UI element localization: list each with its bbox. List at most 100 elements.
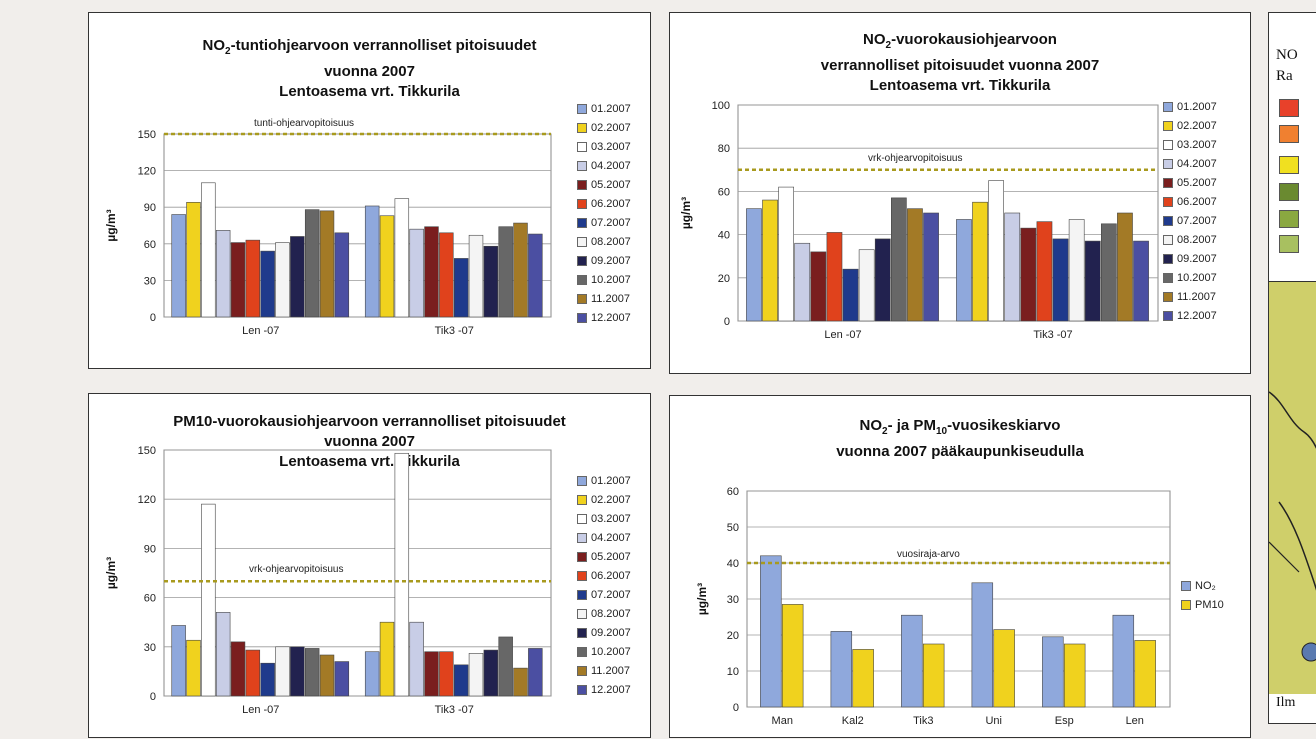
legend-label: 12.2007	[1177, 309, 1217, 322]
x-category-label: Len -07	[242, 704, 279, 716]
y-tick-label: 40	[727, 558, 739, 570]
legend-swatch	[577, 627, 587, 638]
legend-item: 04.2007	[1163, 154, 1217, 173]
bar	[483, 649, 499, 697]
legend-item: 11.2007	[577, 289, 631, 308]
legend-swatch	[577, 684, 587, 695]
map-lines	[1269, 391, 1316, 662]
bar	[394, 198, 410, 318]
bar	[379, 621, 395, 697]
bar	[858, 249, 875, 322]
title-line-3: Lentoasema vrt. Tikkurila	[869, 77, 1051, 94]
legend-swatch	[577, 494, 587, 505]
legend-label: 08.2007	[591, 235, 631, 248]
legend-item: 06.2007	[577, 566, 631, 585]
chart-title: NO2-tuntiohjearvoon verrannolliset pitoi…	[89, 36, 650, 102]
title-line-2: vuonna 2007	[324, 63, 415, 80]
bar	[275, 242, 290, 318]
bar	[334, 661, 350, 697]
y-tick-label: 50	[727, 522, 739, 534]
bar	[498, 226, 513, 318]
legend-label: 12.2007	[591, 683, 631, 696]
legend-label: 06.2007	[591, 197, 631, 210]
bar	[453, 664, 469, 697]
bar	[186, 639, 201, 697]
bar	[260, 662, 275, 697]
title-text: -vuosikeskiarvo	[947, 417, 1061, 434]
bar	[528, 233, 543, 318]
legend-swatch	[1181, 580, 1191, 591]
map-title-fragment: NO	[1276, 47, 1298, 63]
title-line-2: verrannolliset pitoisuudet vuonna 2007	[820, 57, 1100, 74]
legend-item: 03.2007	[577, 509, 631, 528]
legend-label: 05.2007	[1177, 176, 1217, 189]
title-line-1: PM10-vuorokausiohjearvoon verrannolliset…	[173, 413, 566, 430]
map-legend-swatch	[1279, 235, 1299, 253]
chart-legend: 01.2007 02.2007 03.2007 04.2007 05.2007 06.20…	[577, 471, 631, 699]
bar	[907, 208, 923, 322]
legend-label: 03.2007	[1177, 138, 1217, 151]
legend-label: 08.2007	[591, 607, 631, 620]
legend-label: 05.2007	[591, 178, 631, 191]
bar	[794, 242, 811, 322]
x-category-label: Tik3	[913, 715, 933, 727]
map-image	[1269, 281, 1316, 694]
legend-label: 07.2007	[591, 216, 631, 229]
legend-swatch	[577, 570, 587, 581]
bar	[842, 268, 859, 322]
legend-item: 12.2007	[577, 308, 631, 327]
legend-label: 07.2007	[1177, 214, 1217, 227]
bar	[988, 180, 1005, 322]
bar	[439, 651, 454, 697]
legend-item: 03.2007	[1163, 135, 1217, 154]
bar	[275, 646, 290, 697]
bar	[424, 651, 439, 697]
bar	[830, 631, 853, 708]
legend-swatch	[577, 532, 587, 543]
chart-panel-no2-hourly: NO2-tuntiohjearvoon verrannolliset pitoi…	[88, 12, 651, 369]
title-line-3: Lentoasema vrt. Tikkurila	[279, 453, 460, 470]
bar	[453, 258, 469, 318]
x-category-label: Len	[1126, 715, 1144, 727]
legend-label: PM10	[1195, 598, 1224, 611]
legend-label: 03.2007	[591, 140, 631, 153]
legend-item: 12.2007	[1163, 306, 1217, 325]
legend-label: 10.2007	[591, 645, 631, 658]
legend-item: 10.2007	[1163, 268, 1217, 287]
bar	[483, 245, 499, 318]
y-axis-label: µg/m³	[104, 557, 118, 589]
legend-swatch	[577, 103, 587, 114]
map-legend-swatch	[1279, 125, 1299, 143]
title-text: NO	[202, 37, 226, 54]
bar-chart-no2-daily: 0 20 40 60 80 100 Len -07 Tik3 -07 vrk-ohjearvop…	[679, 100, 1159, 341]
legend-swatch	[577, 312, 587, 323]
x-category-label: Len -07	[824, 329, 861, 341]
bar	[215, 230, 231, 318]
legend-item: 06.2007	[577, 194, 631, 213]
y-tick-label: 150	[138, 129, 156, 141]
legend-swatch	[1163, 158, 1173, 169]
y-tick-label: 30	[144, 642, 156, 654]
bar	[513, 222, 528, 318]
bar	[874, 238, 891, 322]
legend-swatch	[1163, 120, 1173, 131]
legend-swatch	[1163, 272, 1173, 283]
legend-swatch	[1163, 215, 1173, 226]
y-tick-label: 20	[718, 273, 730, 285]
y-tick-label: 150	[138, 445, 156, 457]
legend-label: 03.2007	[591, 512, 631, 525]
bar	[319, 654, 335, 697]
legend-label: 02.2007	[591, 121, 631, 134]
y-tick-label: 0	[724, 316, 730, 328]
bar	[439, 232, 454, 318]
bar	[923, 212, 939, 322]
bar	[781, 604, 804, 708]
legend-label: 11.2007	[1177, 290, 1216, 303]
bar	[201, 503, 216, 697]
bar	[424, 226, 439, 318]
legend-swatch	[1163, 196, 1173, 207]
y-tick-label: 40	[718, 230, 730, 242]
y-tick-label: 120	[138, 166, 156, 178]
title-text: NO	[863, 31, 886, 48]
y-axis-label: µg/m³	[679, 197, 693, 229]
